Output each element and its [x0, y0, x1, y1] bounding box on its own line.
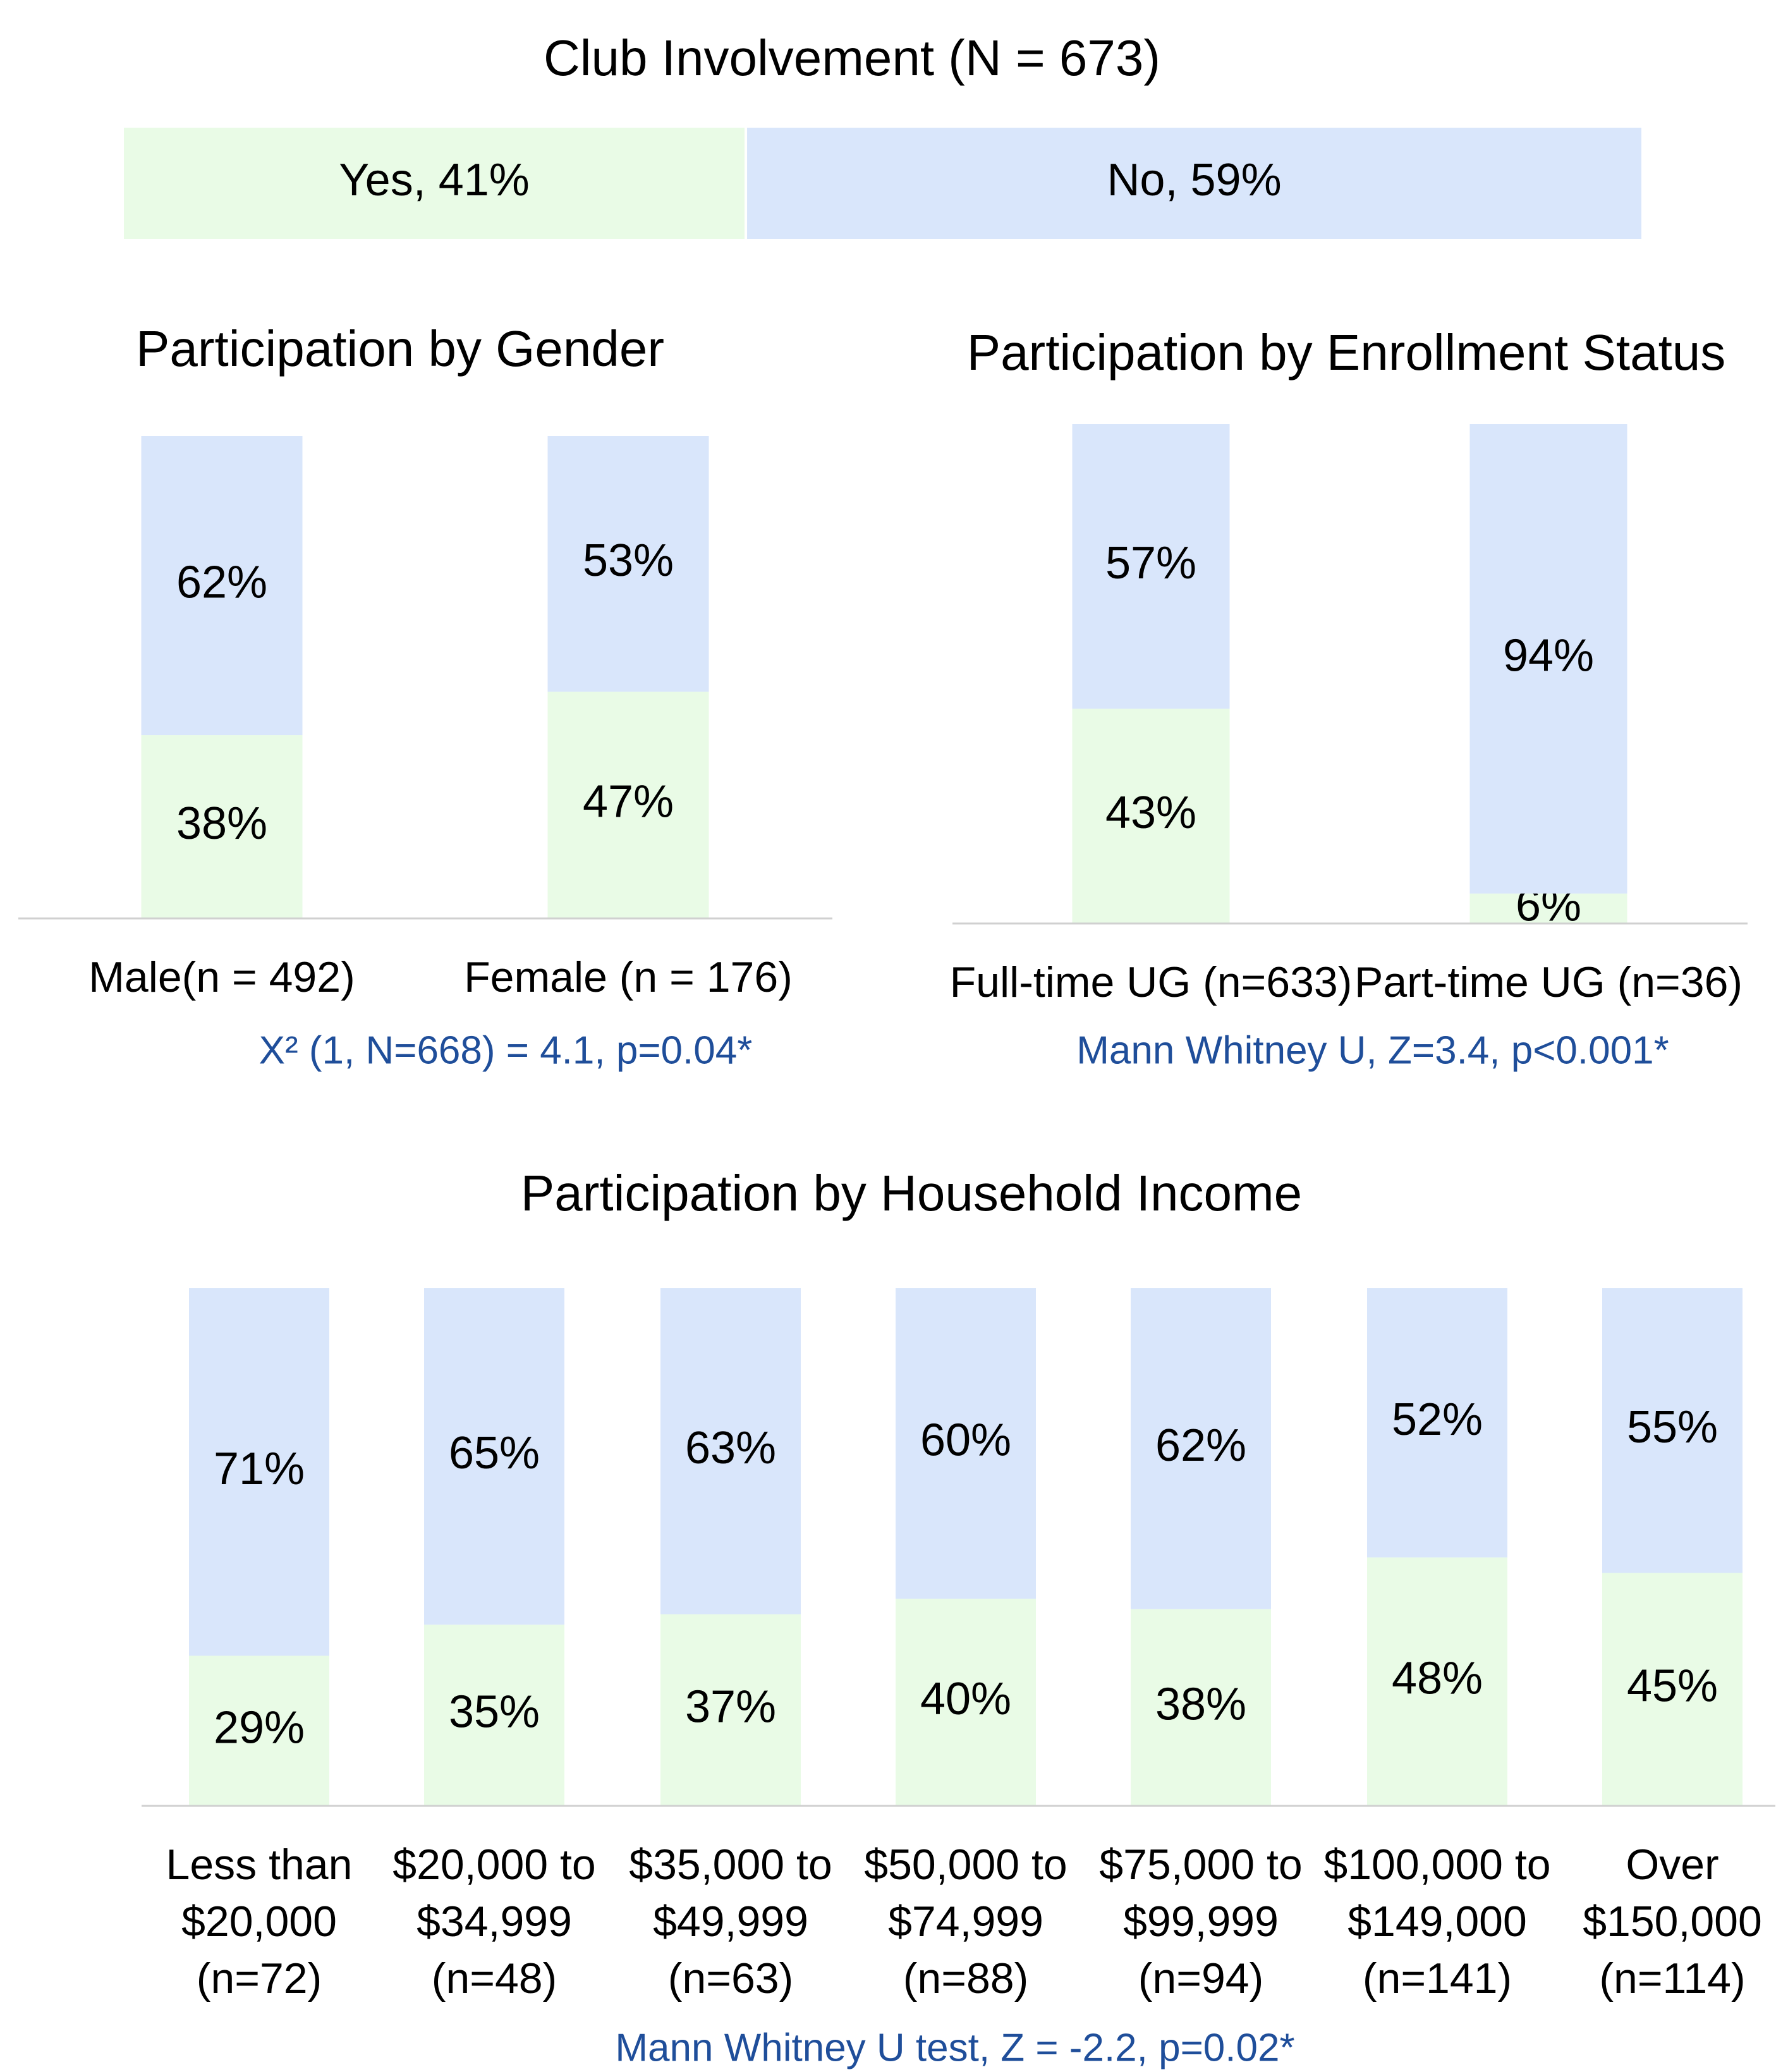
x-tick-label: Full-time UG (n=633) — [950, 958, 1353, 1006]
x-tick-label: $20,000 to — [392, 1841, 595, 1889]
bar-segment — [424, 1288, 564, 1625]
bar-segment — [1602, 1573, 1743, 1806]
bar-segment — [424, 1624, 564, 1806]
value-label: Yes, 41% — [339, 155, 530, 205]
x-tick-label: $149,000 — [1347, 1898, 1527, 1946]
x-tick-label: $150,000 — [1583, 1898, 1762, 1946]
x-tick-label: $49,999 — [653, 1898, 808, 1946]
value-label: 38% — [176, 798, 267, 849]
value-label: 29% — [214, 1702, 305, 1753]
value-label: 35% — [449, 1687, 540, 1738]
bar-segment — [1469, 424, 1627, 894]
bar-segment — [660, 1614, 801, 1806]
annotation: Mann Whitney U, Z=3.4, p<0.001* — [1076, 1028, 1669, 1072]
x-tick-label: $20,000 — [181, 1898, 337, 1946]
x-tick-label: $74,999 — [888, 1898, 1043, 1946]
bar-segment — [660, 1288, 801, 1614]
x-tick-label: (n=72) — [197, 1954, 322, 2002]
bar-segment — [189, 1655, 329, 1806]
x-tick-label: Less than — [166, 1841, 353, 1889]
bar-segment — [1367, 1288, 1507, 1557]
chart-title: Participation by Gender — [136, 320, 664, 377]
value-label: 38% — [1155, 1679, 1246, 1729]
x-tick-label: $50,000 to — [864, 1841, 1067, 1889]
bar-segment — [1072, 709, 1230, 923]
value-label: 55% — [1627, 1402, 1718, 1453]
value-label: 53% — [583, 535, 674, 586]
x-tick-label: (n=63) — [668, 1954, 793, 2002]
value-label: 63% — [685, 1423, 776, 1473]
value-label: No, 59% — [1107, 155, 1281, 205]
chart-title: Participation by Enrollment Status — [967, 324, 1726, 381]
x-tick-label: (n=141) — [1363, 1954, 1512, 2002]
bar-segment — [189, 1288, 329, 1656]
x-tick-label: $75,000 to — [1099, 1841, 1302, 1889]
value-label: 45% — [1627, 1661, 1718, 1712]
bar-segment — [121, 125, 748, 241]
x-tick-label: (n=94) — [1138, 1954, 1263, 2002]
value-label: 65% — [449, 1428, 540, 1478]
x-tick-label: $34,999 — [417, 1898, 572, 1946]
chart-title: Participation by Household Income — [521, 1165, 1302, 1221]
value-label: 37% — [685, 1682, 776, 1733]
bar-segment — [896, 1599, 1036, 1806]
bar-segment — [1602, 1288, 1743, 1573]
bar-segment — [1469, 893, 1627, 923]
chart-title: Club Involvement (N = 673) — [544, 30, 1160, 86]
value-label: 71% — [214, 1444, 305, 1494]
x-tick-label: (n=114) — [1599, 1954, 1745, 2002]
x-tick-label: Over — [1626, 1841, 1718, 1889]
bar-segment — [745, 125, 1644, 241]
bar-segment — [1367, 1557, 1507, 1806]
bar-segment — [1131, 1609, 1271, 1806]
x-tick-label: $100,000 to — [1323, 1841, 1550, 1889]
x-tick-label: Female (n = 176) — [464, 953, 793, 1001]
bar-segment — [141, 735, 303, 918]
x-tick-label: (n=48) — [432, 1954, 557, 2002]
x-tick-label: Male(n = 492) — [88, 953, 355, 1001]
value-label: 40% — [920, 1674, 1011, 1724]
value-label: 43% — [1105, 788, 1196, 838]
bar-segment — [1072, 424, 1230, 709]
value-label: 57% — [1105, 538, 1196, 588]
x-tick-label: $99,999 — [1123, 1898, 1279, 1946]
x-tick-label: $35,000 to — [629, 1841, 832, 1889]
value-label: 62% — [1155, 1420, 1246, 1471]
bar-segment — [547, 436, 709, 692]
annotation: Mann Whitney U test, Z = -2.2, p=0.02* — [615, 2026, 1294, 2069]
value-label: 60% — [920, 1415, 1011, 1466]
value-label: 47% — [583, 777, 674, 827]
value-label: 52% — [1392, 1394, 1483, 1445]
value-label: 48% — [1392, 1653, 1483, 1703]
x-tick-label: (n=88) — [903, 1954, 1028, 2002]
bar-segment — [1131, 1288, 1271, 1609]
x-tick-label: Part-time UG (n=36) — [1354, 958, 1743, 1006]
bar-segment — [896, 1288, 1036, 1599]
value-label: 94% — [1503, 630, 1594, 681]
annotation: X² (1, N=668) = 4.1, p=0.04* — [259, 1028, 753, 1072]
bar-segment — [547, 692, 709, 918]
bar-segment — [141, 436, 303, 736]
value-label: 62% — [176, 558, 267, 608]
